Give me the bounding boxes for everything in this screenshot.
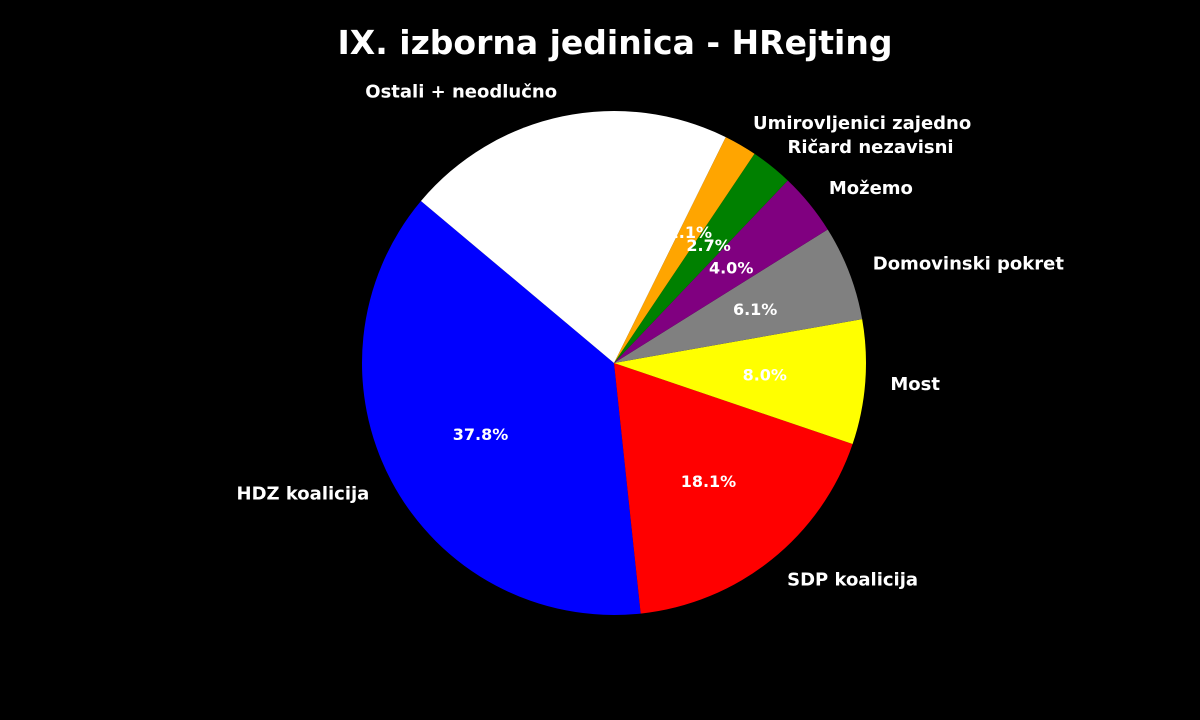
slice-percent-label: 4.0% — [709, 258, 753, 277]
slice-percent-label: 2.1% — [668, 223, 712, 242]
pie-slice — [420, 110, 726, 363]
pie-slice — [614, 363, 853, 614]
pie-slice — [361, 201, 641, 616]
slice-label: Ostali + neodlučno — [365, 82, 557, 103]
pie-slice — [614, 319, 867, 445]
slice-label: Umirovljenici zajedno — [753, 113, 971, 134]
slice-percent-label: 21.2% — [555, 206, 611, 225]
slice-label: Možemo — [829, 178, 913, 199]
pie-slice — [614, 137, 755, 363]
slice-label: Ričard nezavisni — [787, 137, 953, 158]
slice-label: Domovinski pokret — [873, 254, 1065, 275]
slice-percent-label: 18.1% — [681, 472, 737, 491]
slice-percent-label: 6.1% — [733, 300, 777, 319]
pie-slice — [614, 180, 828, 363]
slice-label: Most — [890, 374, 940, 395]
slice-label: HDZ koalicija — [237, 483, 370, 504]
slice-percent-label: 2.7% — [686, 236, 730, 255]
chart-title: IX. izborna jedinica - HRejting — [338, 23, 893, 62]
pie-slice — [614, 153, 788, 363]
slice-label: SDP koalicija — [787, 569, 918, 590]
pie-slice — [614, 229, 863, 363]
slice-percent-label: 8.0% — [743, 365, 787, 384]
slice-percent-label: 37.8% — [453, 425, 509, 444]
